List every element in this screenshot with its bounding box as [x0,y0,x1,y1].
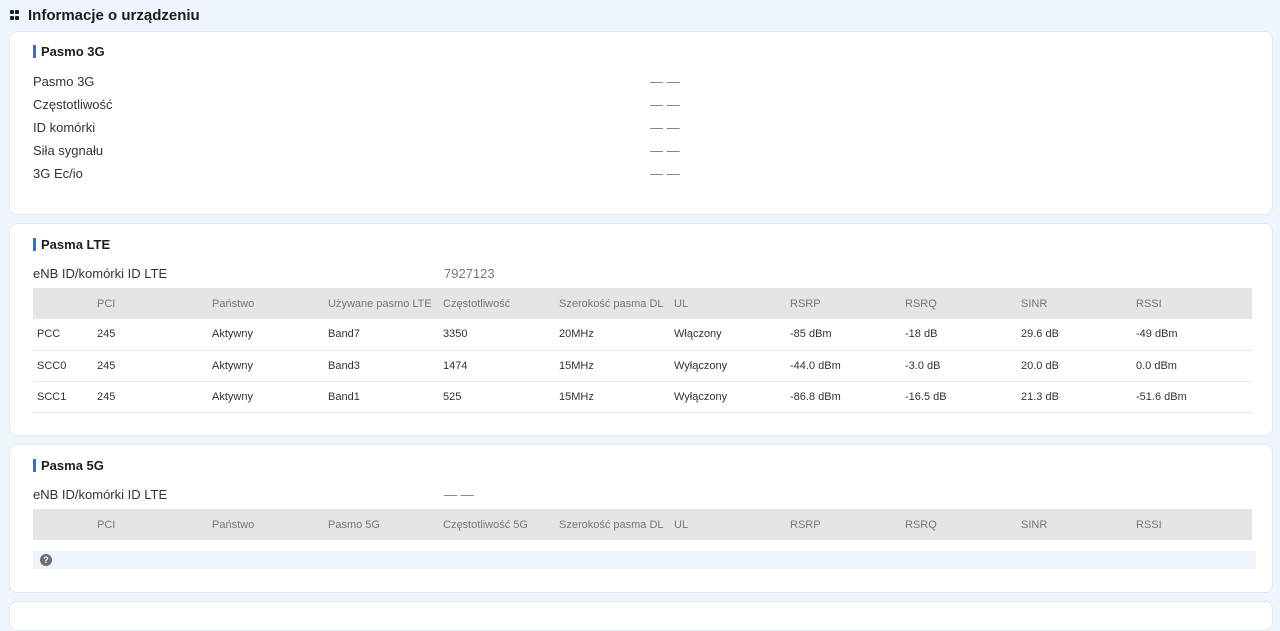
table-row: SCC1 245 Aktywny Band1 525 15MHz Wyłączony -86.… [33,381,1252,413]
table-cell: -44.0 dBm [790,350,905,382]
table-cell: Wyłączony [674,381,790,413]
table-header-row: PCI Państwo Używane pasmo LTE Częstotliwość… [33,288,1252,319]
band3g-row-value: — — [650,143,680,158]
table-cell: Band7 [328,319,443,351]
help-icon[interactable]: ? [40,554,52,566]
next-card [9,601,1273,631]
column-header: Częstotliwość [443,288,559,319]
table-cell: 20MHz [559,319,674,351]
table-cell: 15MHz [559,381,674,413]
column-header: RSRQ [905,288,1021,319]
column-header [33,509,97,540]
column-header: RSRQ [905,509,1021,540]
band-3g-card: Pasmo 3G Pasmo 3G — — Częstotliwość — — ID k… [9,31,1273,215]
table-cell: -51.6 dBm [1136,381,1252,413]
column-header: Państwo [212,509,328,540]
table-cell: Wyłączony [674,350,790,382]
page-header: Informacje o urządzeniu [0,0,1280,30]
lte-enb-value: 7927123 [444,266,495,281]
table-cell: Aktywny [212,381,328,413]
column-header: RSSI [1136,288,1252,319]
column-header: Szerokość pasma DL [559,509,674,540]
column-header: Używane pasmo LTE [328,288,443,319]
nr5g-enb-value: — — [444,487,474,502]
column-header: RSRP [790,288,905,319]
table-row: PCC 245 Aktywny Band7 3350 20MHz Włączony -85 d… [33,319,1252,351]
empty-table-placeholder: ? [33,551,1256,569]
band-lte-card: Pasma LTE eNB ID/komórki ID LTE 7927123 … [9,223,1273,436]
table-cell: -16.5 dB [905,381,1021,413]
table-cell: Aktywny [212,319,328,351]
table-cell: SCC0 [33,350,97,382]
band-5g-card: Pasma 5G eNB ID/komórki ID LTE — — PCI Pa… [9,444,1273,593]
lte-bands-table: PCI Państwo Używane pasmo LTE Częstotliwość… [33,288,1252,413]
page-title: Informacje o urządzeniu [28,6,200,24]
column-header: UL [674,288,790,319]
table-cell: Aktywny [212,350,328,382]
column-header: RSSI [1136,509,1252,540]
column-header [33,288,97,319]
table-row: SCC0 245 Aktywny Band3 1474 15MHz Wyłączony -44… [33,350,1252,382]
table-cell: 3350 [443,319,559,351]
table-cell: 245 [97,350,212,382]
table-cell: -86.8 dBm [790,381,905,413]
column-header: Państwo [212,288,328,319]
section-title-5g: Pasma 5G [33,459,104,472]
section-title-lte: Pasma LTE [33,238,110,251]
column-header: Częstotliwość 5G [443,509,559,540]
column-header: UL [674,509,790,540]
column-header: PCI [97,288,212,319]
band3g-row-value: — — [650,166,680,181]
table-cell: SCC1 [33,381,97,413]
nr5g-enb-label: eNB ID/komórki ID LTE [33,487,168,502]
table-cell: Band1 [328,381,443,413]
table-cell: 1474 [443,350,559,382]
table-cell: -3.0 dB [905,350,1021,382]
column-header: Szerokość pasma DL [559,288,674,319]
table-cell: 0.0 dBm [1136,350,1252,382]
table-cell: -18 dB [905,319,1021,351]
nr5g-bands-table: PCI Państwo Pasmo 5G Częstotliwość 5G Szerok… [33,509,1252,540]
band3g-row-label: Częstotliwość [33,97,113,112]
table-cell: 245 [97,319,212,351]
table-cell: 525 [443,381,559,413]
table-cell: -49 dBm [1136,319,1252,351]
band3g-row-value: — — [650,120,680,135]
column-header: Pasmo 5G [328,509,443,540]
table-cell: -85 dBm [790,319,905,351]
table-cell: 20.0 dB [1021,350,1136,382]
column-header: SINR [1021,509,1136,540]
band3g-row-value: — — [650,74,680,89]
column-header: SINR [1021,288,1136,319]
table-cell: 15MHz [559,350,674,382]
table-cell: Band3 [328,350,443,382]
lte-enb-label: eNB ID/komórki ID LTE [33,266,168,281]
band3g-row-label: 3G Ec/io [33,166,83,181]
table-cell: 21.3 dB [1021,381,1136,413]
band3g-row-label: ID komórki [33,120,96,135]
table-cell: Włączony [674,319,790,351]
grid-icon [10,10,20,20]
column-header: RSRP [790,509,905,540]
band3g-row-label: Pasmo 3G [33,74,95,89]
column-header: PCI [97,509,212,540]
band3g-row-value: — — [650,97,680,112]
band3g-row-label: Siła sygnału [33,143,104,158]
table-cell: 245 [97,381,212,413]
table-header-row: PCI Państwo Pasmo 5G Częstotliwość 5G Szerok… [33,509,1252,540]
section-title-3g: Pasmo 3G [33,45,105,58]
table-cell: 29.6 dB [1021,319,1136,351]
table-cell: PCC [33,319,97,351]
